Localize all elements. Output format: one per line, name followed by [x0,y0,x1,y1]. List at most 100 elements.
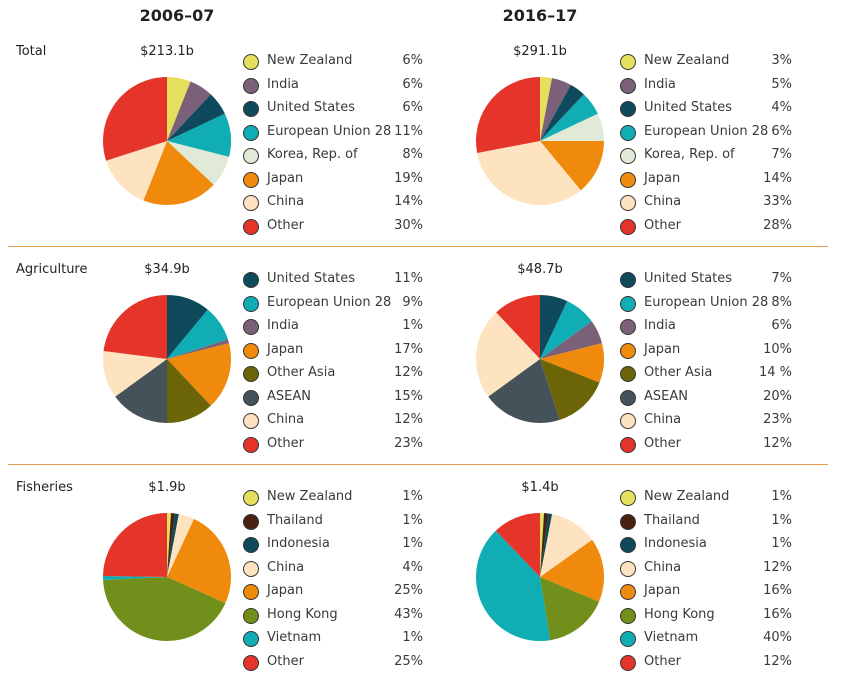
pie-slice-india [540,321,602,359]
legend-item: Thailand 1% [243,513,423,533]
legend-item: China 23% [620,412,792,432]
pie-slice-thailand [167,513,175,577]
legend-label: India [644,318,676,333]
legend-item: Thailand 1% [620,513,792,533]
legend-swatch-icon [620,413,636,429]
legend-label: ASEAN [267,388,311,404]
legend-item: United States 6% [243,100,423,120]
legend-swatch-icon [620,560,636,577]
legend-item: Other 30% [243,218,423,238]
legend-percent: 5% [771,76,792,92]
pie-slice-hong-kong [103,577,226,641]
legend-percent: 25% [394,583,423,598]
legend-item: Hong Kong 43% [243,607,423,627]
legend-percent: 7% [771,147,792,162]
legend-item: China 12% [243,412,423,432]
legend-item: Vietnam 40% [620,630,792,650]
legend-percent: 12% [394,412,423,427]
total-value: $213.1b [140,44,194,59]
legend-swatch-icon [243,171,259,188]
legend-swatch-icon [243,148,259,164]
legend-item: Other Asia 14 % [620,365,792,385]
total-value: $1.4b [521,480,559,495]
legend-percent: 14% [394,194,423,209]
legend-percent: 20% [763,388,792,404]
legend-swatch-icon [620,148,636,164]
legend-item: China 4% [243,560,423,580]
legend-swatch-icon [620,436,636,453]
legend-label: European Union 28 [267,294,392,310]
legend-percent: 4% [402,559,423,575]
pie-slice-vietnam [476,530,551,641]
legend-percent: 1% [402,630,423,645]
legend-percent: 23% [394,435,423,451]
pie-slice-korea-rep-of [167,141,229,185]
total-value: $34.9b [144,262,190,277]
legend-percent: 1% [402,489,423,504]
legend-item: United States 4% [620,100,792,120]
pie-chart [102,77,231,205]
legend-swatch-icon [243,295,259,312]
legend-swatch-icon [620,77,636,94]
legend-swatch-icon [243,584,259,600]
legend-item: ASEAN 20% [620,389,792,409]
pie-slice-china [106,141,167,201]
legend-percent: 43% [394,606,423,622]
legend-percent: 40% [763,630,792,645]
legend-item: Hong Kong 16% [620,607,792,627]
pie-slice-other [476,77,540,153]
legend-label: Other Asia [644,365,713,380]
legend-percent: 8% [402,147,423,162]
legend-label: Other [267,435,304,451]
legend-percent: 1% [771,536,792,551]
legend-percent: 14% [763,170,792,186]
pie-slice-china [477,141,581,205]
pie-slice-new-zealand [540,77,552,141]
legend-item: United States 7% [620,271,792,291]
legend-swatch-icon [620,218,636,235]
legend-item: India 5% [620,77,792,97]
pie-slice-japan [143,141,214,205]
pie-slice-india [167,339,229,359]
pie-slice-china [167,514,194,577]
legend-label: European Union 28 [267,123,392,139]
legend-label: United States [267,271,356,286]
legend-label: Thailand [267,512,323,528]
legend-swatch-icon [620,366,636,382]
legend-percent: 12% [763,653,792,669]
pie-slice-hong-kong [540,577,600,641]
pie-slice-european-union-28 [540,301,592,359]
legend-swatch-icon [620,513,636,530]
section-label-agriculture: Agriculture [16,262,88,277]
legend-percent: 28% [763,217,792,233]
legend-label: Other [267,217,304,233]
legend-label: Other [644,653,681,669]
legend-label: India [267,76,299,92]
legend-percent: 15% [394,388,423,404]
pie-slice-asean [115,359,167,423]
legend-swatch-icon [243,654,259,671]
legend-item: New Zealand 1% [620,489,792,509]
section-label-total: Total [16,44,47,59]
legend-item: European Union 28 11% [243,124,423,144]
legend-swatch-icon [243,560,259,577]
legend-swatch-icon [243,513,259,530]
pie-chart [103,295,231,423]
legend-swatch-icon [243,631,259,647]
legend-percent: 8% [771,294,792,310]
legend-label: Hong Kong [644,606,715,622]
legend-label: Japan [267,170,304,186]
pie-slice-other-asia [540,359,600,420]
pie-slice-united-states [540,84,584,141]
legend-swatch-icon [243,218,259,235]
legend-item: Other 28% [620,218,792,238]
legend-item: Korea, Rep. of 8% [243,147,423,167]
legend-percent: 30% [394,217,423,233]
legend-item: European Union 28 8% [620,295,792,315]
pie-slice-asean [488,359,560,423]
pie-slice-other [496,295,540,359]
pie-slice-other [103,513,167,577]
legend-swatch-icon [620,631,636,647]
legend-percent: 1% [771,489,792,504]
legend-item: India 1% [243,318,423,338]
